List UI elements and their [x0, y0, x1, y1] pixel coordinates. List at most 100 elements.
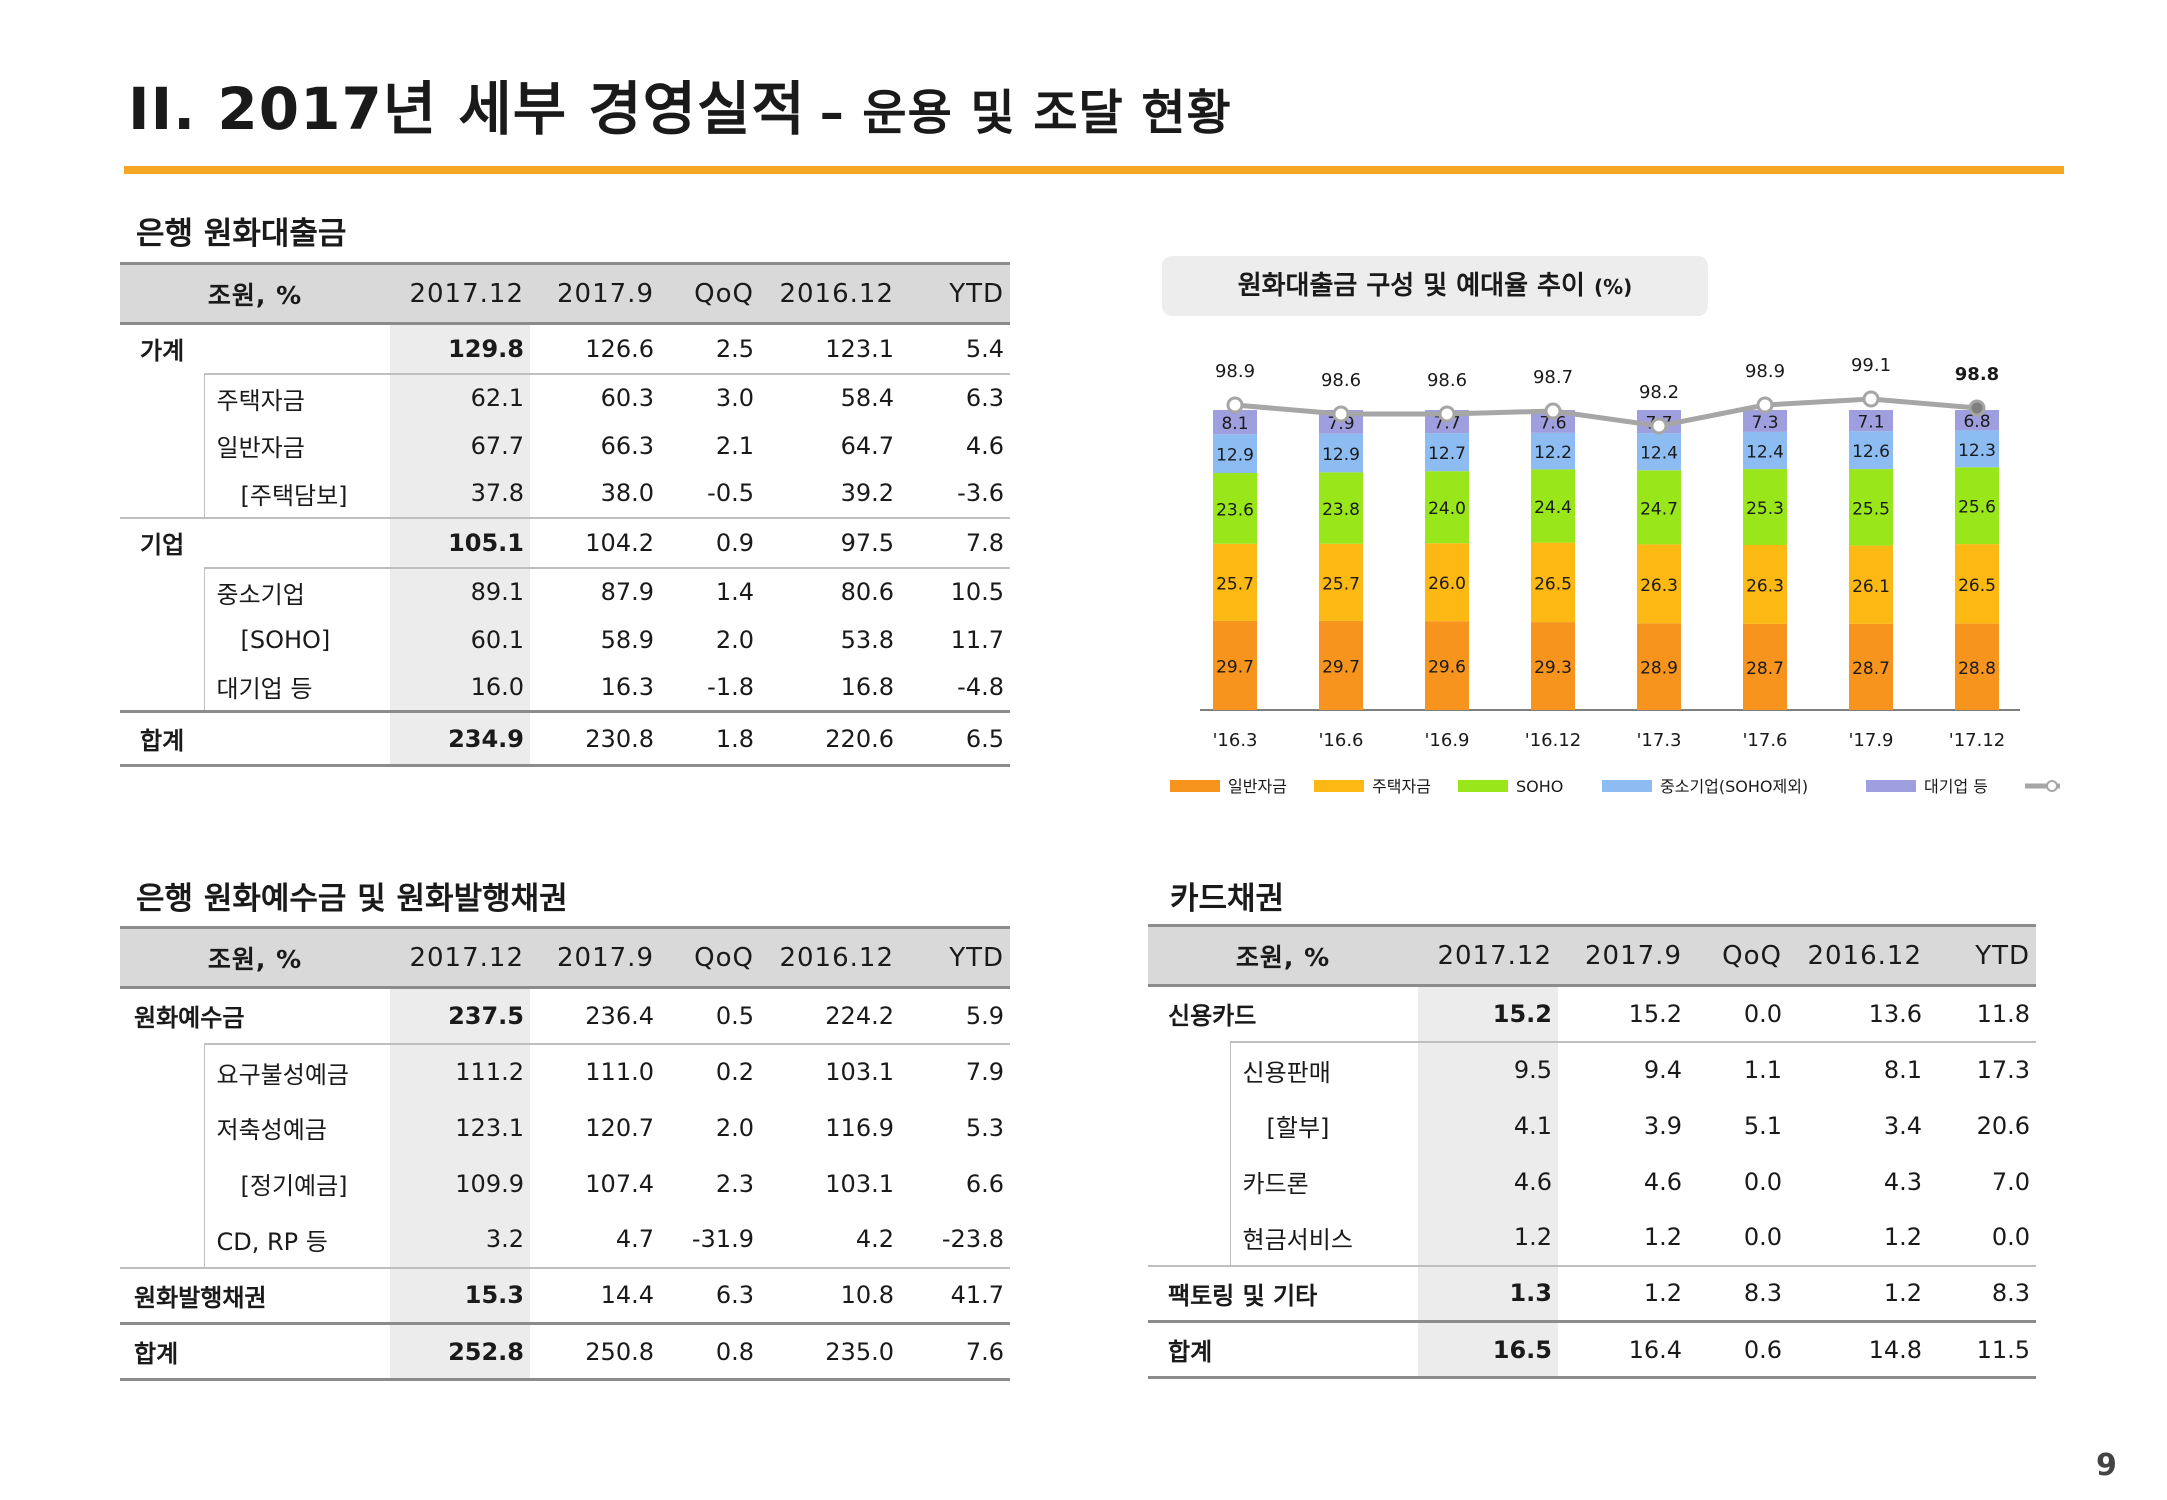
table-cell: 39.2 — [840, 479, 894, 507]
bar-data-label: 6.8 — [1963, 412, 1990, 432]
row-label: 요구불성예금 — [204, 1042, 390, 1100]
table-cell: 0.0 — [1991, 1223, 2030, 1251]
table-cell: 2.5 — [715, 334, 754, 363]
table-row: [SOHO] 60.1 58.9 2.0 53.8 11.7 — [120, 615, 1010, 664]
column-header: YTD — [1928, 924, 2036, 987]
row-label: 가계 — [140, 337, 185, 366]
ratio-point — [1438, 405, 1456, 423]
table-cell: 252.8 — [390, 1322, 530, 1381]
deposits-section-title: 은행 원화예수금 및 원화발행채권 — [136, 881, 568, 917]
table-cell: 6.5 — [900, 710, 1010, 767]
ratio-point — [1226, 396, 1244, 414]
indent-cell — [120, 615, 205, 664]
bar-segment — [1213, 410, 1257, 435]
bar-segment — [1213, 473, 1257, 544]
bar-segment — [1531, 410, 1575, 433]
indent-cell — [120, 1155, 205, 1212]
bar-data-label: 24.4 — [1534, 498, 1572, 518]
bar-data-label: 23.6 — [1216, 500, 1254, 520]
table-cell: 20.6 — [1976, 1111, 2030, 1140]
table-cell: 38.0 — [600, 479, 654, 507]
chart-title: 원화대출금 구성 및 예대율 추이 — [1237, 271, 1585, 301]
column-header: YTD — [900, 926, 1010, 989]
legend-label: 주택자금 — [1372, 777, 1431, 796]
row-label: [SOHO] — [240, 625, 331, 654]
bar-data-label: 28.9 — [1640, 659, 1678, 679]
bar-segment — [1955, 544, 1999, 624]
table-row: 합계 234.9 230.8 1.8 220.6 6.5 — [120, 710, 1010, 767]
legend-label: 일반자금 — [1228, 777, 1287, 796]
table-cell: 1.8 — [660, 710, 760, 767]
table-cell: 0.8 — [660, 1322, 760, 1381]
bar-segment — [1531, 432, 1575, 470]
bar-data-label: 29.7 — [1322, 657, 1360, 677]
table-cell: 11.8 — [1976, 999, 2030, 1028]
table-row: [정기예금] 109.9 107.4 2.3 103.1 6.6 — [120, 1155, 1010, 1212]
table-cell: 103.1 — [825, 1169, 894, 1198]
bar-segment — [1743, 623, 1787, 710]
table-cell: 0.0 — [1743, 999, 1782, 1028]
table-cell: 1.3 — [1418, 1264, 1558, 1322]
bar-data-label: 7.6 — [1539, 413, 1566, 433]
bar-segment — [1849, 410, 1893, 432]
bar-segment — [1955, 430, 1999, 468]
table-header-row: 조원, % 2017.12 2017.9 QoQ 2016.12 YTD — [120, 926, 1010, 989]
column-header: 2017.9 — [1558, 924, 1688, 987]
column-header: QoQ — [1688, 924, 1788, 987]
indent-cell — [120, 1043, 205, 1100]
page-number: 9 — [2096, 1448, 2117, 1483]
table-cell: 16.8 — [840, 672, 894, 701]
bar-data-label: 26.1 — [1852, 577, 1890, 597]
table-row: 팩토링 및 기타 1.3 1.2 8.3 1.2 8.3 — [1148, 1264, 2036, 1322]
table-cell: 7.8 — [900, 516, 1010, 568]
table-cell: 5.1 — [1743, 1111, 1782, 1140]
table-cell: 2.1 — [715, 431, 754, 460]
x-tick-label: '17.9 — [1848, 730, 1893, 751]
table-cell: 116.9 — [825, 1113, 894, 1142]
table-cell: 15.3 — [390, 1266, 530, 1324]
table-cell: 1.2 — [1883, 1223, 1922, 1251]
bar-segment — [1849, 545, 1893, 624]
table-cell: 9.5 — [1418, 1040, 1558, 1098]
table-cell: 4.3 — [1883, 1167, 1922, 1196]
bar-segment — [1955, 623, 1999, 710]
bar-segment — [1319, 620, 1363, 710]
x-tick-label: '17.12 — [1949, 730, 2005, 751]
bar-segment — [1531, 622, 1575, 710]
table-cell: 111.2 — [390, 1042, 530, 1100]
table-cell: 62.1 — [390, 372, 530, 422]
row-label: 신용판매 — [1230, 1040, 1418, 1098]
column-header: 2016.12 — [760, 262, 900, 325]
deposits-table: 조원, % 2017.12 2017.9 QoQ 2016.12 YTD 원화예수금 237.… — [120, 926, 1010, 1381]
table-cell: 2.0 — [715, 625, 754, 654]
table-cell: 129.8 — [390, 323, 530, 374]
bar-segment — [1425, 471, 1469, 544]
bar-data-label: 24.0 — [1428, 499, 1466, 519]
cards-table: 조원, % 2017.12 2017.9 QoQ 2016.12 YTD 신용카드 15.2 1… — [1148, 924, 2036, 1379]
bar-data-label: 12.4 — [1746, 443, 1784, 463]
row-label: 팩토링 및 기타 — [1148, 1264, 1418, 1322]
table-cell: 0.0 — [1743, 1167, 1782, 1196]
indent-cell — [1148, 1097, 1231, 1154]
column-header: 2017.9 — [530, 926, 660, 989]
table-cell: 103.1 — [760, 1042, 900, 1100]
bar-data-label: 26.3 — [1746, 576, 1784, 596]
bar-segment — [1531, 542, 1575, 623]
bar-data-label: 7.1 — [1857, 413, 1884, 433]
row-label: 현금서비스 — [1242, 1225, 1353, 1254]
column-header: 2016.12 — [760, 926, 900, 989]
legend-swatch — [1314, 780, 1364, 792]
table-cell: 58.9 — [600, 625, 654, 654]
bar-segment — [1637, 470, 1681, 545]
table-cell: 97.5 — [760, 516, 900, 568]
ratio-line — [1234, 396, 1978, 429]
loans-section-title: 은행 원화대출금 — [136, 216, 347, 252]
table-row: 중소기업 89.1 87.9 1.4 80.6 10.5 — [120, 566, 1010, 616]
table-cell: 230.8 — [530, 710, 660, 767]
x-tick-label: '16.3 — [1212, 730, 1257, 751]
x-tick-label: '17.3 — [1636, 730, 1681, 751]
ratio-data-label: 98.6 — [1427, 370, 1467, 391]
table-row: 요구불성예금 111.2 111.0 0.2 103.1 7.9 — [120, 1042, 1010, 1100]
row-label: 대기업 등 — [216, 675, 313, 704]
table-cell: 3.0 — [660, 372, 760, 422]
